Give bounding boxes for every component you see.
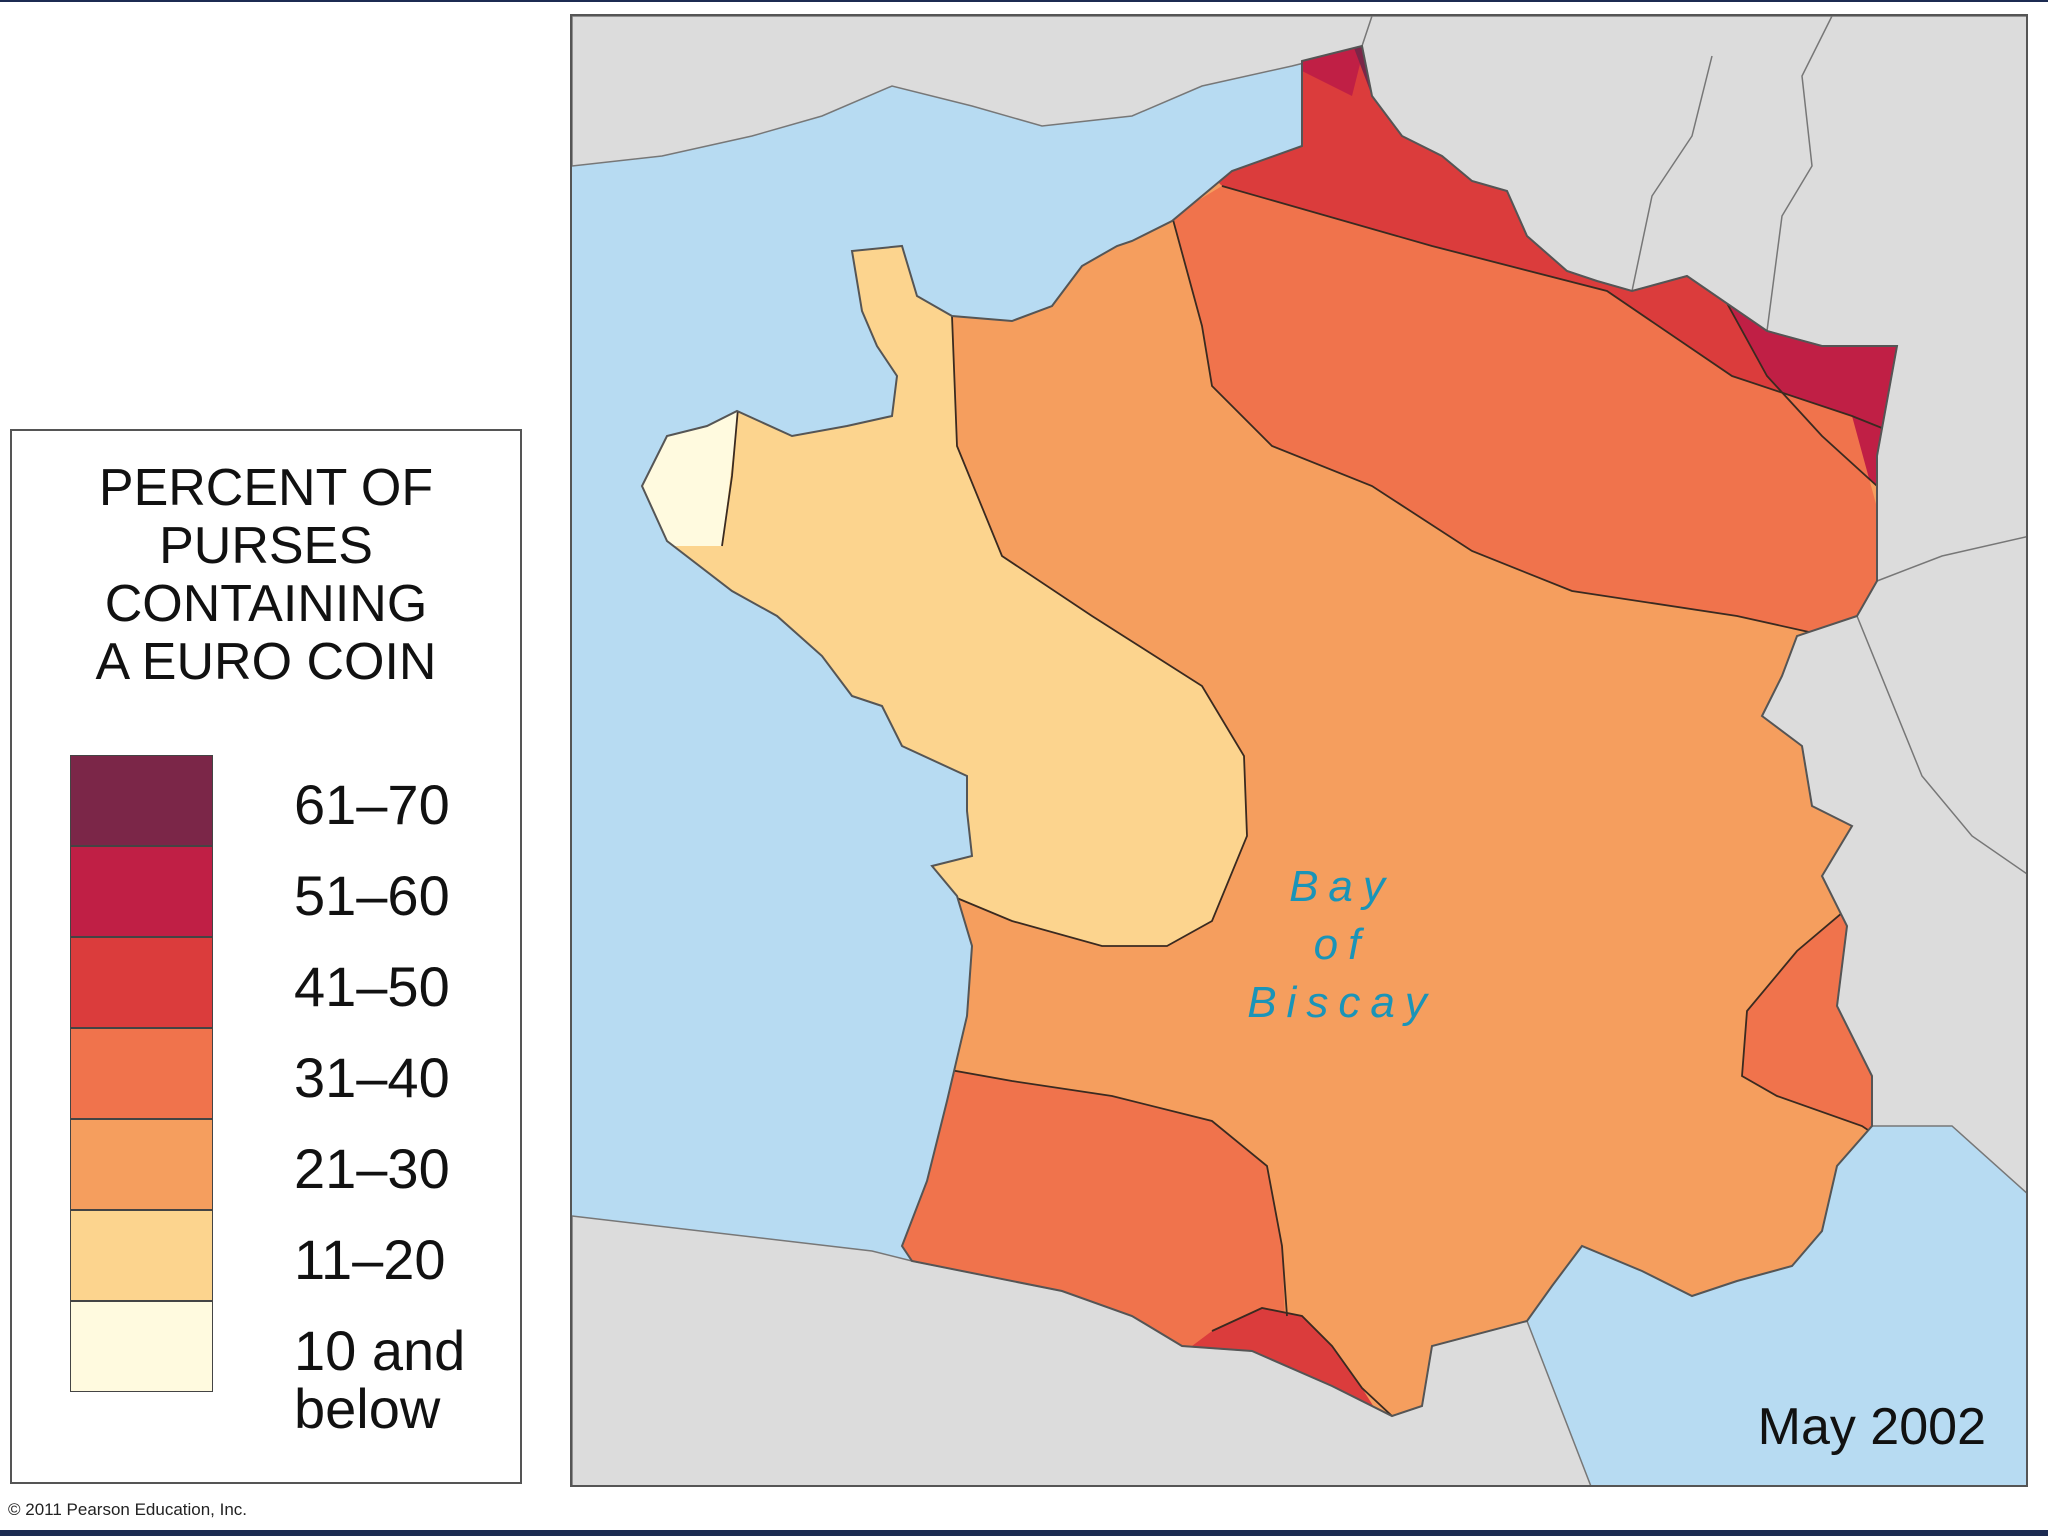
france-outline bbox=[640, 44, 1899, 1418]
legend-label: below bbox=[294, 1377, 441, 1440]
isolines bbox=[721, 185, 1897, 1416]
legend-label: 41–50 bbox=[294, 955, 450, 1018]
legend: PERCENT OF PURSES CONTAINING A EURO COIN… bbox=[10, 429, 522, 1484]
legend-swatch-51-60 bbox=[70, 846, 213, 937]
legend-swatch-11-20 bbox=[70, 1210, 213, 1301]
bottom-rule bbox=[0, 1530, 2048, 1536]
zone-31-40-north bbox=[1172, 186, 1897, 636]
map-panel: Bay of Biscay May 2002 bbox=[570, 14, 2028, 1487]
country-border bbox=[1766, 16, 1833, 332]
map-date: May 2002 bbox=[1757, 1398, 1986, 1456]
bay-of-biscay-label: Bay of Biscay bbox=[1212, 858, 1472, 1032]
legend-label: 51–60 bbox=[294, 864, 450, 927]
water-label-line: Bay bbox=[1289, 862, 1395, 911]
water-label-line: Biscay bbox=[1247, 978, 1437, 1027]
legend-swatch-41-50 bbox=[70, 937, 213, 1028]
legend-swatch-61-70 bbox=[70, 755, 213, 846]
legend-label: 21–30 bbox=[294, 1137, 450, 1200]
legend-title: PERCENT OF PURSES CONTAINING A EURO COIN bbox=[12, 459, 520, 691]
copyright-notice: © 2011 Pearson Education, Inc. bbox=[8, 1500, 248, 1519]
country-border bbox=[1631, 55, 1713, 292]
france-map bbox=[572, 16, 2026, 1485]
legend-label: 61–70 bbox=[294, 773, 450, 836]
legend-swatch-10-below bbox=[70, 1301, 213, 1392]
country-border bbox=[1856, 615, 2026, 875]
legend-label: 31–40 bbox=[294, 1046, 450, 1109]
legend-title-line: PURSES bbox=[159, 517, 373, 575]
country-border bbox=[1876, 536, 2026, 582]
legend-title-line: A EURO COIN bbox=[95, 633, 437, 691]
top-rule bbox=[0, 0, 2048, 2]
legend-label: 11–20 bbox=[294, 1228, 446, 1291]
legend-label: 10 and bbox=[294, 1319, 466, 1382]
legend-title-line: PERCENT OF bbox=[98, 459, 434, 517]
legend-swatch-21-30 bbox=[70, 1119, 213, 1210]
water-label-line: of bbox=[1313, 920, 1371, 969]
legend-swatch-31-40 bbox=[70, 1028, 213, 1119]
legend-title-line: CONTAINING bbox=[104, 575, 428, 633]
